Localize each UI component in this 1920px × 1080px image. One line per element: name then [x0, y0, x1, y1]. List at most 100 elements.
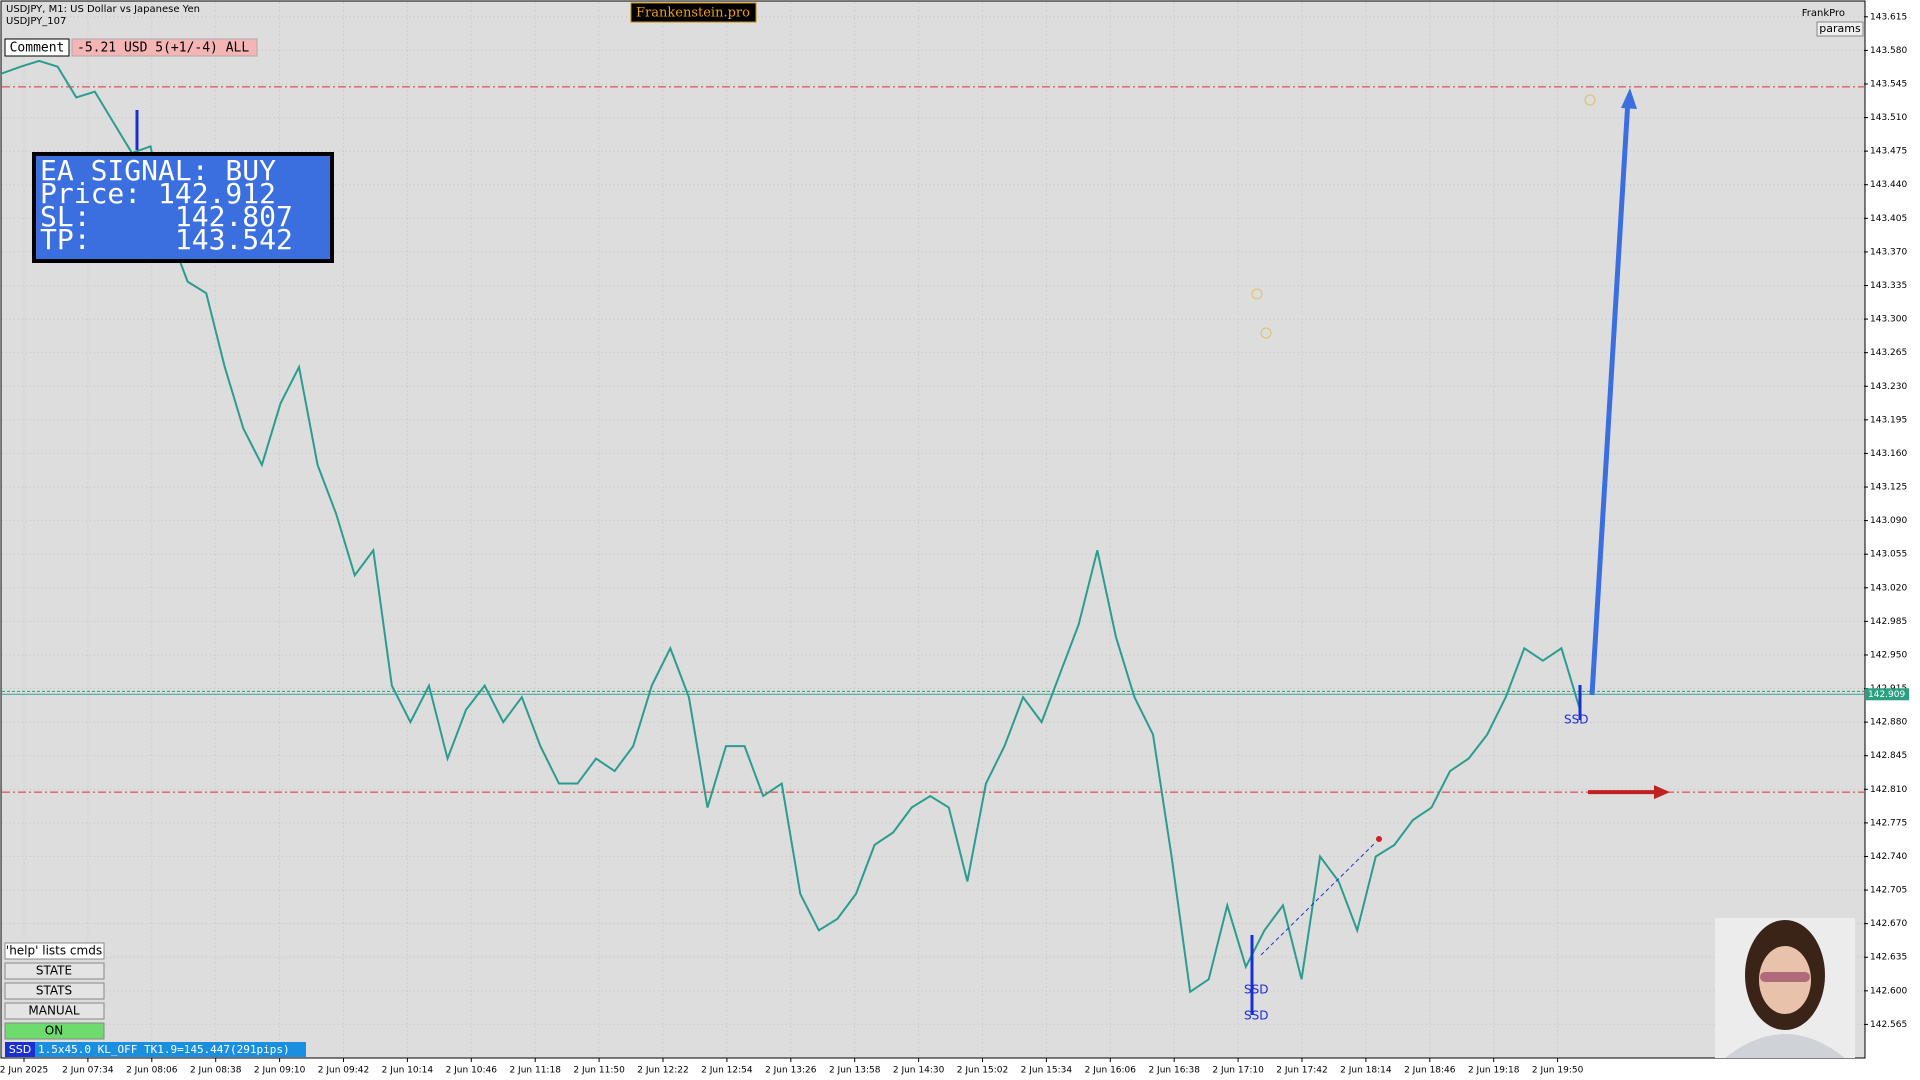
- x-tick-label: 2 Jun 16:38: [1148, 1066, 1200, 1076]
- x-tick-label: 2 Jun 17:42: [1276, 1066, 1327, 1076]
- button[interactable]: [4, 982, 105, 1000]
- x-tick-label: 2 Jun 2025: [0, 1066, 48, 1076]
- y-tick-label: 143.405: [1870, 214, 1907, 224]
- x-tick-label: 2 Jun 11:18: [509, 1066, 561, 1076]
- button[interactable]: [4, 962, 105, 980]
- x-tick-label: 2 Jun 09:10: [254, 1066, 306, 1076]
- signal-line: SL: 142.807: [40, 200, 293, 233]
- y-tick-label: 143.265: [1870, 348, 1907, 358]
- y-tick-label: 143.020: [1870, 583, 1907, 593]
- x-tick-label: 2 Jun 14:30: [893, 1066, 945, 1076]
- x-tick-label: 2 Jun 12:22: [637, 1066, 688, 1076]
- signal-box: [32, 152, 334, 263]
- signal-line: TP: 143.542: [40, 223, 293, 256]
- x-tick-label: 2 Jun 08:06: [126, 1066, 178, 1076]
- x-tick-label: 2 Jun 16:06: [1085, 1066, 1137, 1076]
- marker-circle: [1251, 288, 1263, 300]
- button[interactable]: [4, 1002, 105, 1020]
- y-tick-label: 143.370: [1870, 247, 1907, 257]
- trade-point: [1376, 836, 1382, 842]
- y-tick-label: 143.475: [1870, 147, 1907, 157]
- comment-value-box: [71, 38, 258, 57]
- y-tick-label: 143.615: [1870, 12, 1907, 22]
- button-label[interactable]: MANUAL: [28, 1004, 80, 1018]
- y-tick-label: 142.705: [1870, 886, 1907, 896]
- symbol: USDJPY, M1: US Dollar vs Japanese Yen: [6, 4, 200, 15]
- sl-arrow-head: [1654, 785, 1670, 800]
- x-tick-label: 2 Jun 08:38: [190, 1066, 242, 1076]
- x-tick-label: 2 Jun 09:42: [318, 1066, 369, 1076]
- x-tick-label: 2 Jun 19:50: [1532, 1066, 1584, 1076]
- y-tick-label: 142.600: [1870, 986, 1907, 996]
- y-tick-label: 143.055: [1870, 550, 1907, 560]
- y-tick-label: 142.810: [1870, 785, 1907, 795]
- comment-value: -5.21 USD 5(+1/-4) ALL: [77, 41, 249, 56]
- button-label[interactable]: 'help' lists cmds: [6, 944, 102, 958]
- marker-label: SSD: [1244, 983, 1268, 997]
- arrow-head: [1621, 88, 1637, 109]
- status-text: 1.5x45.0 KL_OFF TK1.9=145.447(291pips): [38, 1043, 290, 1056]
- x-tick-label: 2 Jun 11:50: [573, 1066, 625, 1076]
- bid-label: 142.909: [1868, 690, 1905, 700]
- avatar: [1715, 918, 1855, 1058]
- brand-box: [630, 2, 757, 23]
- y-tick-label: 142.985: [1870, 617, 1907, 627]
- y-tick-label: 142.635: [1870, 953, 1907, 963]
- button-label[interactable]: STATS: [36, 984, 72, 998]
- x-tick-label: 2 Jun 07:34: [62, 1066, 114, 1076]
- x-tick-label: 2 Jun 18:46: [1404, 1066, 1456, 1076]
- x-tick-label: 2 Jun 10:46: [446, 1066, 498, 1076]
- x-tick-label: 2 Jun 18:14: [1340, 1066, 1392, 1076]
- button[interactable]: [4, 942, 105, 960]
- x-tick-label: 2 Jun 10:14: [382, 1066, 434, 1076]
- y-tick-label: 142.565: [1870, 1020, 1907, 1030]
- y-tick-label: 143.335: [1870, 281, 1907, 291]
- y-tick-label: 143.545: [1870, 79, 1907, 89]
- y-tick-label: 143.230: [1870, 382, 1907, 392]
- marker-label: SSD: [1244, 1009, 1268, 1023]
- x-tick-label: 2 Jun 19:18: [1468, 1066, 1520, 1076]
- y-tick-label: 143.510: [1870, 113, 1907, 123]
- x-tick-label: 2 Jun 12:54: [701, 1066, 753, 1076]
- y-tick-label: 143.090: [1870, 516, 1907, 526]
- x-tick-label: 2 Jun 17:10: [1212, 1066, 1264, 1076]
- y-tick-label: 143.160: [1870, 449, 1907, 459]
- y-tick-label: 142.880: [1870, 718, 1907, 728]
- marker-circle: [1584, 94, 1596, 106]
- params-button[interactable]: [1816, 21, 1864, 37]
- user: FrankPro: [1802, 8, 1845, 19]
- marker-label: SSD: [1564, 713, 1588, 727]
- status-tag: SSD: [9, 1043, 31, 1056]
- y-tick-label: 143.300: [1870, 315, 1907, 325]
- y-tick-label: 142.845: [1870, 751, 1907, 761]
- tp-arrow: [1589, 99, 1631, 696]
- comment-label: Comment: [10, 41, 65, 56]
- x-tick-label: 2 Jun 15:02: [957, 1066, 1008, 1076]
- x-tick-label: 2 Jun 13:58: [829, 1066, 881, 1076]
- bid-box: [1865, 688, 1909, 701]
- x-tick-label: 2 Jun 15:34: [1021, 1066, 1073, 1076]
- y-tick-label: 143.125: [1870, 483, 1907, 493]
- signal-line: Price: 142.912: [40, 177, 276, 210]
- y-tick-label: 143.580: [1870, 46, 1907, 56]
- y-tick-label: 142.950: [1870, 650, 1907, 660]
- account: USDJPY_107: [6, 16, 66, 27]
- button-label[interactable]: STATE: [36, 964, 72, 978]
- status-bar: [5, 1042, 306, 1057]
- trade-line: [1260, 843, 1375, 956]
- y-tick-label: 143.440: [1870, 180, 1907, 190]
- button[interactable]: [4, 1022, 105, 1040]
- signal-line: EA SIGNAL: BUY: [40, 154, 276, 187]
- params-label[interactable]: params: [1819, 22, 1861, 35]
- y-tick-label: 142.670: [1870, 919, 1907, 929]
- marker-circle: [1260, 327, 1272, 339]
- x-tick-label: 2 Jun 13:26: [765, 1066, 817, 1076]
- y-tick-label: 143.195: [1870, 415, 1907, 425]
- price-line-series: [1, 59, 1581, 994]
- comment-box: [4, 38, 70, 57]
- status-tag-box: [5, 1042, 35, 1057]
- brand: Frankenstein.pro: [636, 6, 750, 21]
- button-label[interactable]: ON: [45, 1024, 63, 1038]
- y-tick-label: 142.775: [1870, 818, 1907, 828]
